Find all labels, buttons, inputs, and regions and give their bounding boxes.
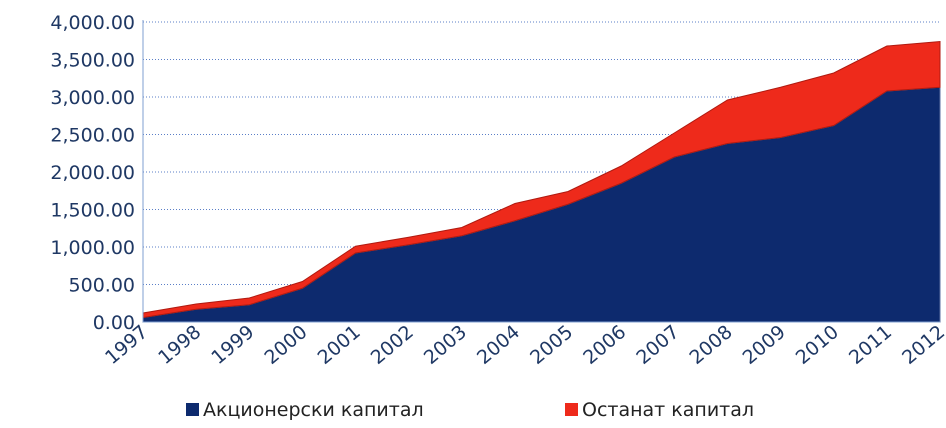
x-tick-label: 2002 <box>367 321 418 369</box>
legend-swatch <box>186 403 199 416</box>
x-tick-label: 2003 <box>420 321 471 369</box>
x-tick-label: 2010 <box>792 321 843 369</box>
x-tick-label: 2006 <box>579 321 630 369</box>
x-tick-label: 2004 <box>473 321 524 369</box>
legend-swatch <box>565 403 578 416</box>
y-tick-label: 3,000.00 <box>50 87 135 109</box>
y-tick-label: 4,000.00 <box>50 12 135 34</box>
y-tick-label: 1,500.00 <box>50 200 135 222</box>
legend-label: Акционерски капитал <box>203 399 424 421</box>
y-tick-label: 1,000.00 <box>50 237 135 259</box>
y-tick-label: 2,000.00 <box>50 162 135 184</box>
legend-label: Останат капитал <box>582 399 754 421</box>
x-tick-label: 2000 <box>260 321 311 369</box>
x-tick-label: 2005 <box>526 321 577 369</box>
x-tick-label: 2012 <box>898 321 946 369</box>
y-tick-label: 0.00 <box>93 312 135 334</box>
area <box>142 40 941 319</box>
y-tick-label: 3,500.00 <box>50 50 135 72</box>
x-tick-label: 2007 <box>632 321 683 369</box>
y-tick-label: 2,500.00 <box>50 125 135 147</box>
x-tick-label: 2008 <box>685 321 736 369</box>
x-tick-label: 2011 <box>845 321 896 369</box>
x-tick-label: 1998 <box>154 321 205 369</box>
y-tick-label: 500.00 <box>69 275 135 297</box>
x-tick-label: 1999 <box>207 321 258 369</box>
x-tick-label: 2009 <box>739 321 790 369</box>
x-tick-label: 2001 <box>314 321 365 369</box>
